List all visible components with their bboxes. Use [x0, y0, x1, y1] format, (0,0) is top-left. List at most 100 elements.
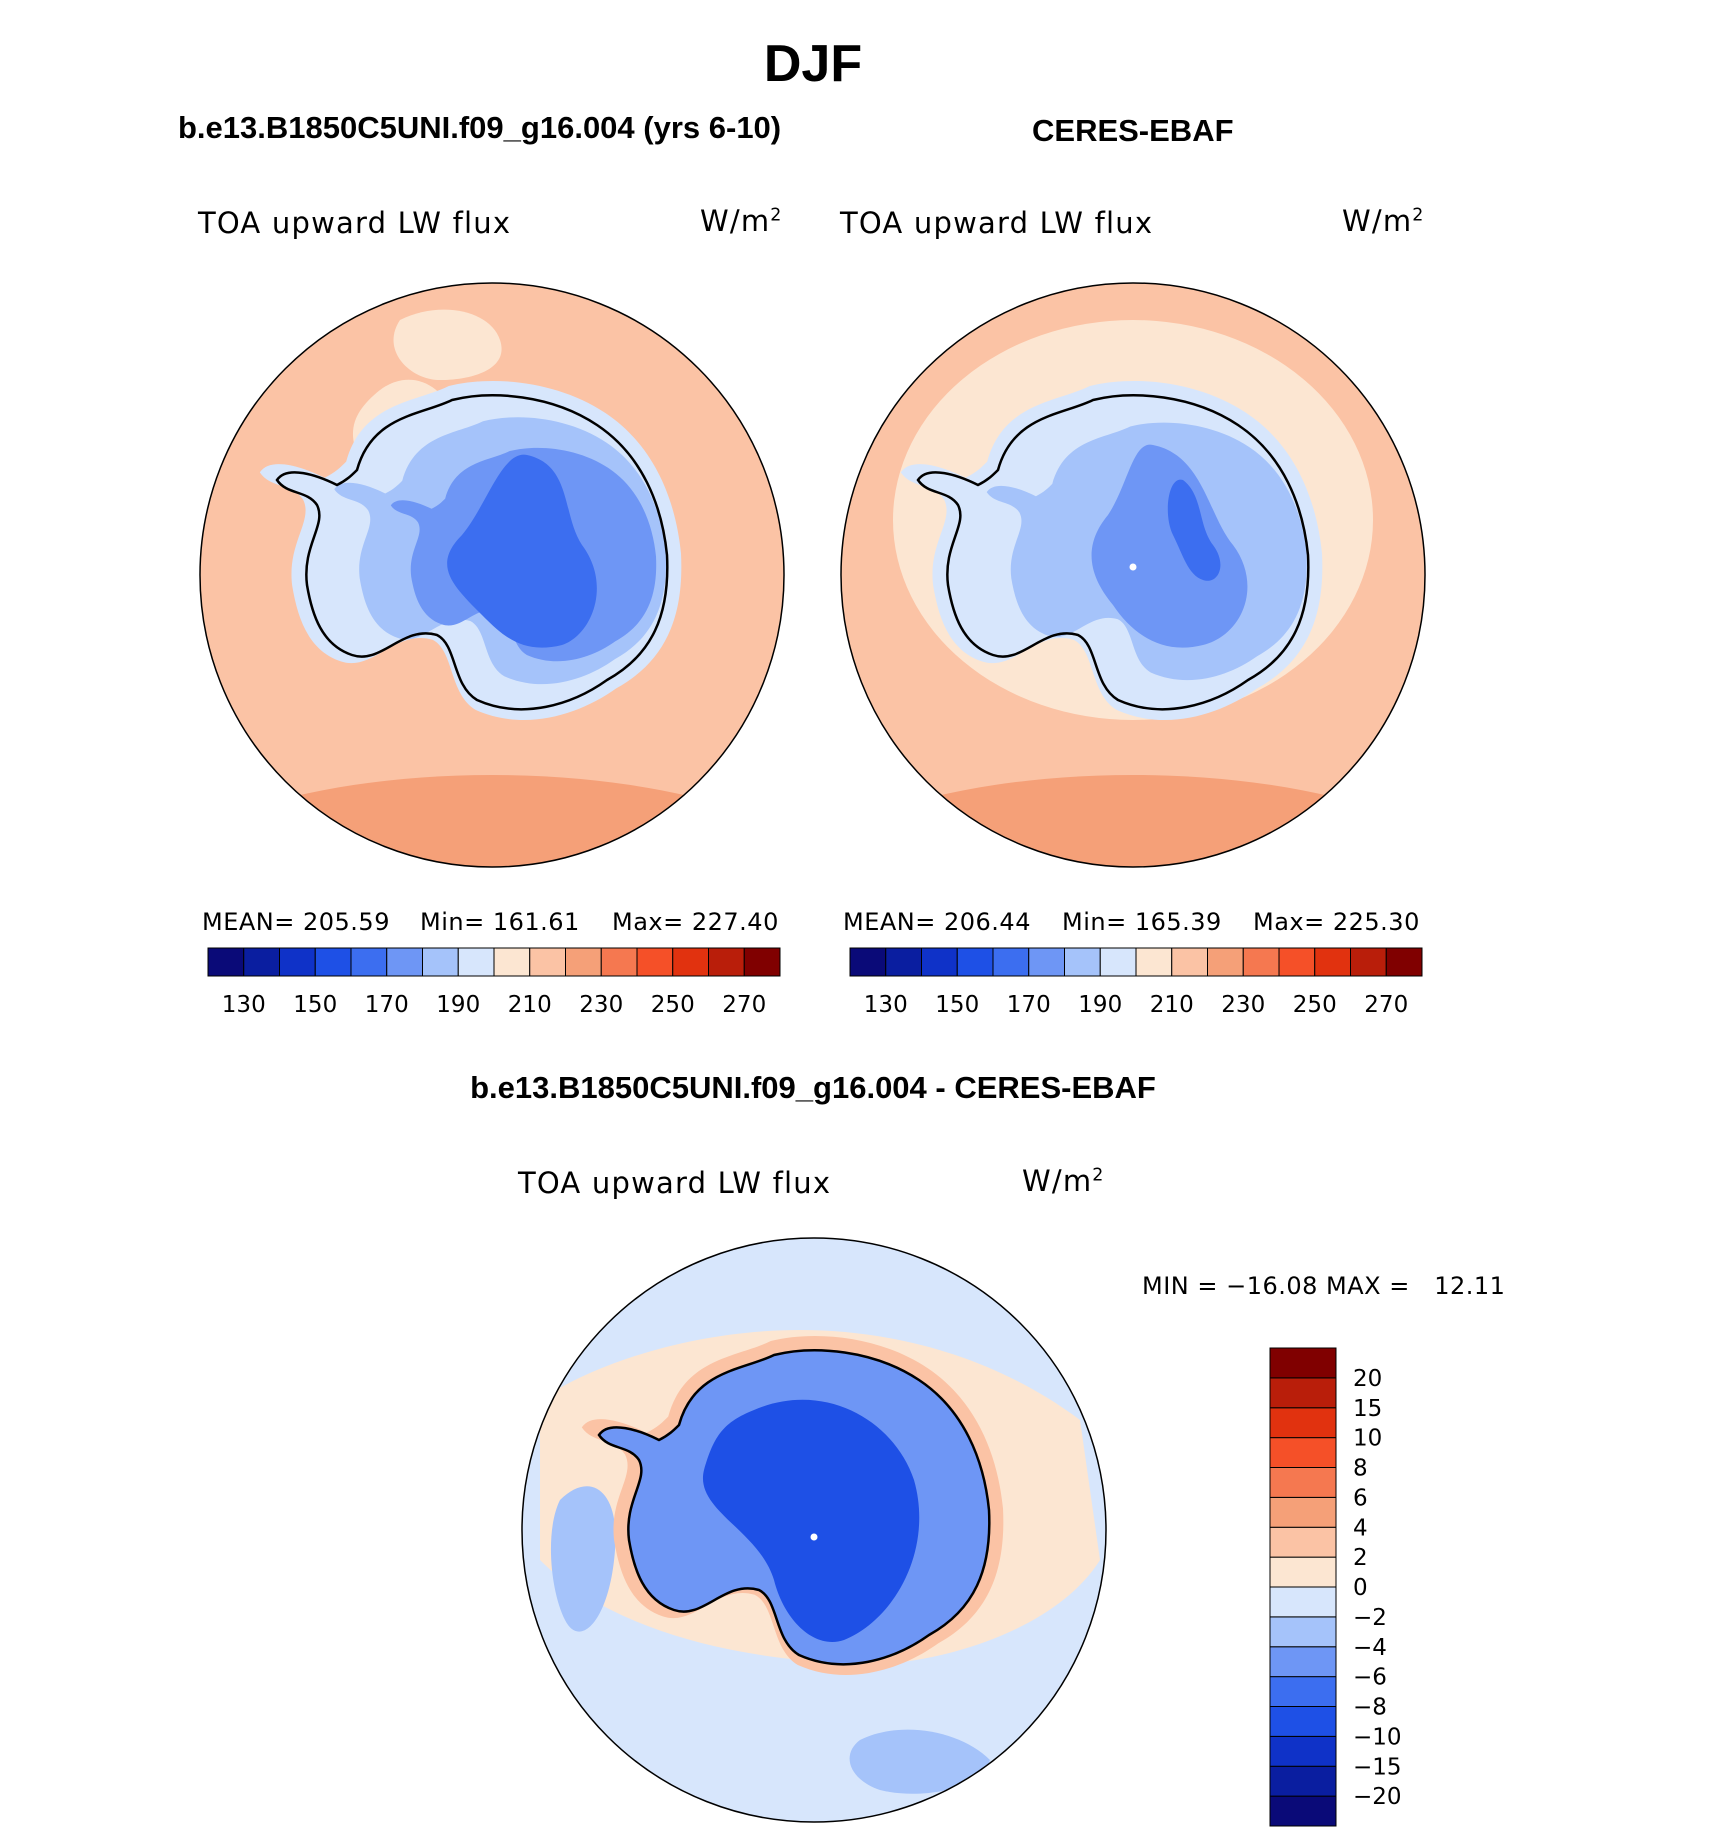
model-colorbar-cell: [350, 947, 388, 977]
obs-colorbar-cell: [1242, 947, 1280, 977]
diff-ocean-patch-south: [849, 1729, 990, 1794]
model-mean: MEAN= 205.59: [202, 908, 390, 936]
model-colorbar-cell: [207, 947, 245, 977]
model-colorbar-cell: [529, 947, 566, 977]
model-colorbar-tick-label: 150: [293, 992, 337, 1018]
model-colorbar-cell: [493, 947, 531, 977]
obs-colorbar-tick-label: 230: [1221, 992, 1265, 1018]
obs-plateau: [1091, 444, 1248, 648]
diff-colorbar-tick-label: −4: [1353, 1635, 1387, 1661]
model-colorbar-tick-label: 190: [436, 992, 480, 1018]
model-colorbar-cell: [279, 947, 316, 977]
diff-colorbar-cell: [1269, 1795, 1337, 1827]
obs-plateau-core: [1167, 479, 1221, 581]
model-colorbar-cell: [743, 947, 781, 977]
diff-colorbar-tick-label: 4: [1353, 1515, 1368, 1541]
diff-colorbar-tick-label: −8: [1353, 1695, 1387, 1721]
obs-colorbar-cell: [1171, 947, 1208, 977]
obs-variable-label: TOA upward LW flux: [840, 206, 1154, 240]
diff-panel-title: b.e13.B1850C5UNI.f09_g16.004 - CERES-EBA…: [470, 1070, 1156, 1105]
model-map-border: [199, 282, 785, 868]
model-colorbar-tick-label: 170: [365, 992, 409, 1018]
obs-max: Max= 225.30: [1253, 908, 1420, 936]
obs-colorbar-tick-label: 270: [1364, 992, 1408, 1018]
obs-colorbar-tick-label: 210: [1150, 992, 1194, 1018]
model-min: Min= 161.61: [420, 908, 580, 936]
diff-colorbar-cell: [1269, 1496, 1337, 1528]
obs-mean: MEAN= 206.44: [843, 908, 1031, 936]
obs-colorbar-cell: [1207, 947, 1244, 977]
diff-minmax: MIN = −16.08 MAX = 12.11: [1142, 1272, 1506, 1300]
obs-colorbar-cell: [1314, 947, 1351, 977]
diff-units-exp: 2: [1092, 1165, 1105, 1186]
model-colorbar-cell: [422, 947, 459, 977]
diff-colorbar-tick-label: −6: [1353, 1665, 1387, 1691]
obs-map-border: [840, 282, 1426, 868]
diff-colorbar-cell: [1269, 1377, 1337, 1409]
model-colorbar-tick-label: 210: [508, 992, 552, 1018]
obs-colorbar-cell: [849, 947, 887, 977]
diff-colorbar-cell: [1269, 1467, 1337, 1498]
obs-colorbar-tick-label: 250: [1293, 992, 1337, 1018]
obs-colorbar-cell: [1064, 947, 1101, 977]
diff-colorbar-tick-label: 8: [1353, 1456, 1368, 1482]
obs-colorbar-cell: [1385, 947, 1423, 977]
diff-colorbar-tick-label: 10: [1353, 1426, 1382, 1452]
obs-pole-marker: [1129, 563, 1137, 571]
model-colorbar-cell: [565, 947, 602, 977]
obs-map: [840, 282, 1426, 868]
obs-colorbar-cell: [956, 947, 994, 977]
model-colorbar-cell: [708, 947, 745, 977]
model-units-exp: 2: [770, 205, 783, 226]
model-panel-title: b.e13.B1850C5UNI.f09_g16.004 (yrs 6-10): [178, 110, 782, 145]
model-colorbar: 130 150 170 190 210 230 250 270: [207, 947, 781, 1018]
obs-units-base: W/m: [1342, 204, 1413, 238]
diff-colorbar-cell: [1269, 1586, 1337, 1618]
obs-panel-title: CERES-EBAF: [1032, 113, 1234, 148]
model-colorbar-cell: [672, 947, 709, 977]
obs-colorbar-cell: [1135, 947, 1173, 977]
model-colorbar-cell: [314, 947, 352, 977]
obs-colorbar-cell: [1028, 947, 1065, 977]
diff-colorbar-cell: [1269, 1616, 1337, 1648]
diff-colorbar-tick-label: −15: [1353, 1754, 1402, 1780]
model-coastal-patch: [393, 309, 502, 380]
diff-interior-core: [702, 1399, 920, 1642]
diff-colorbar-tick-label: 15: [1353, 1396, 1382, 1422]
model-colorbar-cell: [600, 947, 638, 977]
diff-colorbar-cell: [1269, 1646, 1337, 1678]
model-plateau-core: [447, 454, 597, 648]
diff-colorbar-tick-label: −10: [1353, 1724, 1402, 1750]
model-map: [199, 282, 785, 868]
diff-colorbar-tick-label: 6: [1353, 1485, 1368, 1511]
obs-colorbar-cell: [885, 947, 922, 977]
diff-colorbar-tick-label: 2: [1353, 1545, 1368, 1571]
model-colorbar-cell: [243, 947, 280, 977]
model-units-label: W/m2: [700, 204, 783, 238]
model-variable-label: TOA upward LW flux: [198, 206, 512, 240]
diff-variable-label: TOA upward LW flux: [518, 1166, 832, 1200]
obs-colorbar-cell: [992, 947, 1030, 977]
model-colorbar-tick-label: 130: [222, 992, 266, 1018]
obs-colorbar-tick-label: 170: [1007, 992, 1051, 1018]
model-max: Max= 227.40: [612, 908, 779, 936]
obs-min: Min= 165.39: [1062, 908, 1222, 936]
model-colorbar-cell: [386, 947, 423, 977]
diff-colorbar-tick-label: 20: [1353, 1366, 1382, 1392]
diff-colorbar-cell: [1269, 1407, 1337, 1439]
diff-colorbar-cell: [1269, 1706, 1337, 1737]
model-colorbar-cell: [457, 947, 495, 977]
model-units-base: W/m: [700, 204, 771, 238]
obs-colorbar-cell: [1099, 947, 1137, 977]
diff-colorbar-tick-label: 0: [1353, 1575, 1368, 1601]
diff-colorbar-tick-label: −2: [1353, 1605, 1387, 1631]
model-colorbar-cell: [636, 947, 674, 977]
obs-colorbar-tick-label: 150: [935, 992, 979, 1018]
diff-units-label: W/m2: [1022, 1164, 1105, 1198]
diff-colorbar-cell: [1269, 1735, 1337, 1767]
obs-colorbar-cell: [1350, 947, 1387, 977]
diff-colorbar-cell: [1269, 1556, 1337, 1588]
obs-units-label: W/m2: [1342, 204, 1425, 238]
